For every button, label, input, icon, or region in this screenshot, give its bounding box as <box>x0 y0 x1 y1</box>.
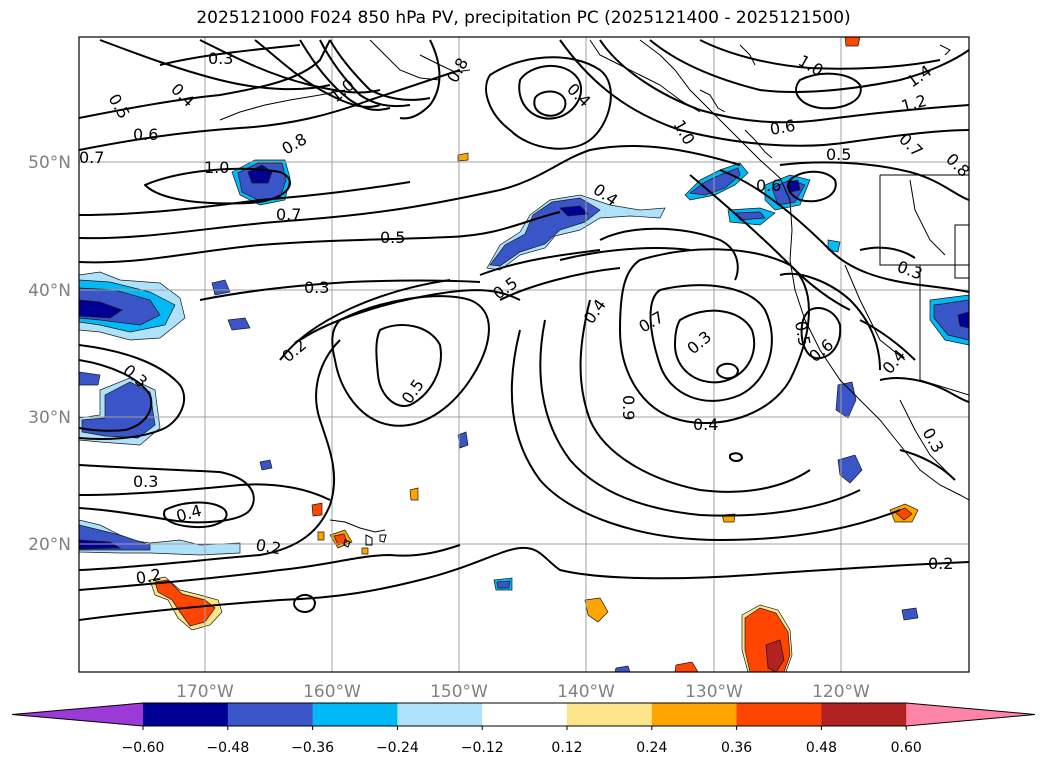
colorbar: −0.60 −0.48 −0.36 −0.24 −0.12 0.12 0.24 0.36 0.4… <box>11 702 1036 756</box>
lat-label: 30°N <box>28 408 71 428</box>
longitude-labels: 170°W 160°W 150°W 140°W 130°W 120°W <box>176 682 870 702</box>
colorbar-tick-label: −0.24 <box>376 740 419 756</box>
contour-label: 0.9 <box>619 395 638 420</box>
contour-label: 0.8 <box>279 129 311 158</box>
contour-label: 0.6 <box>133 125 158 144</box>
lat-label: 20°N <box>28 535 71 555</box>
precip-shading <box>79 37 969 672</box>
contour-label: 0.6 <box>756 176 781 195</box>
contour-label: 1.0 <box>670 117 699 149</box>
colorbar-segment <box>227 703 314 726</box>
colorbar-tick-label: 0.36 <box>721 740 752 756</box>
contour-label: 0.5 <box>791 319 814 347</box>
colorbar-tick-label: 0.48 <box>806 740 837 756</box>
coastlines <box>219 39 969 548</box>
lat-label: 50°N <box>28 153 71 173</box>
contour-label: 0.5 <box>380 228 405 247</box>
contour-label: 0.3 <box>133 472 158 491</box>
colorbar-tick-label: 0.12 <box>551 740 582 756</box>
contour-label: 0.8 <box>443 54 472 86</box>
colorbar-segment <box>312 703 398 726</box>
colorbar-segment <box>567 703 653 726</box>
contour-label: 0.6 <box>768 116 796 139</box>
colorbar-extend-high <box>906 703 1035 726</box>
contour-label: 0.2 <box>928 554 953 573</box>
contour-label: 0.7 <box>79 148 104 167</box>
colorbar-segment <box>821 703 907 726</box>
contour-label: 0.4 <box>693 415 718 434</box>
colorbar-segment <box>651 703 738 726</box>
contour-label: 1.0 <box>795 51 827 80</box>
contour-label: 0.3 <box>919 425 948 457</box>
colorbar-tick-label: −0.60 <box>122 740 165 756</box>
lon-label: 170°W <box>176 682 234 702</box>
colorbar-tick-label: 0.60 <box>891 740 922 756</box>
contour-label: 0.7 <box>895 129 926 160</box>
lon-label: 130°W <box>685 682 743 702</box>
pv-contours <box>79 39 969 621</box>
contour-label: 0.4 <box>167 79 198 110</box>
lon-label: 140°W <box>557 682 615 702</box>
contour-label: 0.3 <box>304 278 329 297</box>
contour-label: 0.5 <box>826 145 851 164</box>
colorbar-tick-label: −0.36 <box>291 740 334 756</box>
contour-label: 0.7 <box>276 205 301 224</box>
lon-label: 160°W <box>303 682 361 702</box>
gridlines <box>79 37 969 672</box>
colorbar-segment <box>736 703 822 726</box>
colorbar-tick-label: 0.24 <box>636 740 667 756</box>
lon-label: 120°W <box>812 682 870 702</box>
colorbar-extend-low <box>12 703 143 726</box>
contour-label: 0.5 <box>398 376 428 408</box>
lat-label: 40°N <box>28 281 71 301</box>
contour-label: 0.7 <box>636 307 668 336</box>
contour-label: 0.3 <box>208 49 233 68</box>
map-title: 2025121000 F024 850 hPa PV, precipitatio… <box>196 8 851 28</box>
colorbar-segment <box>397 703 483 726</box>
contour-label: 0.2 <box>254 535 282 558</box>
colorbar-segment <box>143 703 229 726</box>
map-frame <box>78 36 970 673</box>
lon-label: 150°W <box>430 682 488 702</box>
contour-label: 0.4 <box>563 79 594 110</box>
latitude-labels: 50°N 40°N 30°N 20°N <box>28 153 71 555</box>
contour-label: 0.2 <box>134 565 162 588</box>
colorbar-segment <box>482 703 568 726</box>
colorbar-tick-label: −0.12 <box>461 740 504 756</box>
contour-label: 1.0 <box>204 158 229 177</box>
contour-label: 1.2 <box>899 91 929 116</box>
contour-label: 0.3 <box>683 327 715 358</box>
colorbar-tick-label: −0.48 <box>206 740 249 756</box>
contour-label: 0.5 <box>105 91 134 123</box>
contour-label: 0.2 <box>278 335 310 366</box>
